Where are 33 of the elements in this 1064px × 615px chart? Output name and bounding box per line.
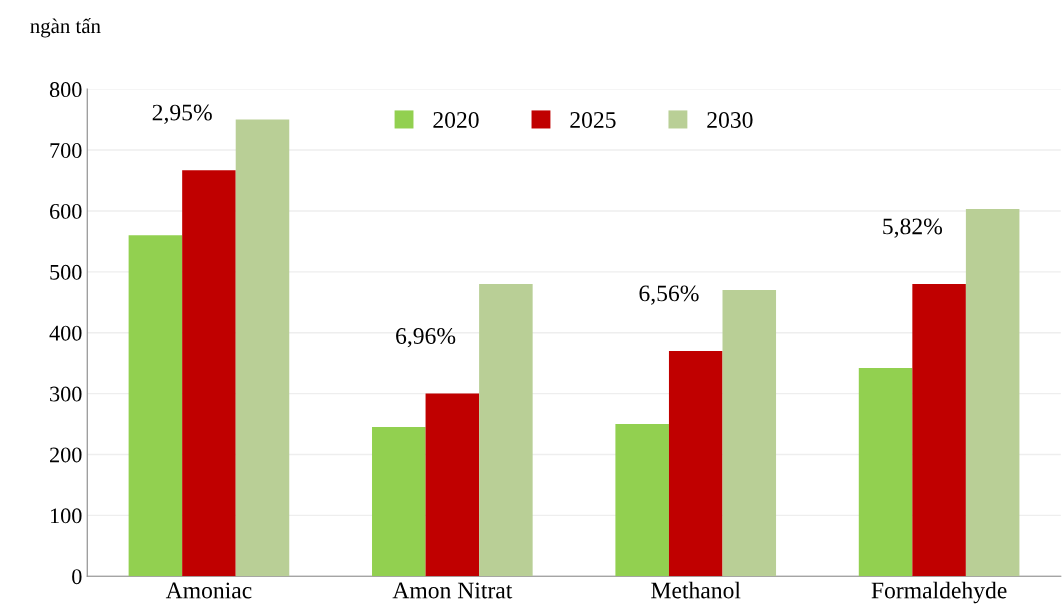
- y-tick-label: 300: [50, 386, 82, 402]
- annotation: 6,56%: [639, 285, 699, 305]
- legend-label: 2030: [707, 111, 753, 128]
- bar: [372, 427, 426, 577]
- y-tick-label: 800: [49, 82, 82, 98]
- bar: [182, 170, 236, 577]
- y-tick-label: 600: [50, 203, 82, 219]
- x-tick-label: Formaldehyde: [871, 581, 1007, 604]
- annotation: 5,82%: [883, 218, 943, 238]
- bar: [668, 350, 723, 577]
- x-tick-label: Amoniac: [165, 582, 252, 599]
- x-tick-label: Methanol: [651, 581, 741, 599]
- y-axis-title: ngàn tấn: [30, 17, 101, 38]
- bar: [858, 368, 913, 577]
- bar: [479, 284, 533, 577]
- bar: [722, 290, 777, 577]
- y-tick-label: 700: [50, 142, 82, 158]
- annotation: 2,95%: [152, 104, 212, 124]
- bar: [425, 393, 480, 577]
- x-tick-label: Amon Nitrat: [392, 582, 513, 599]
- y-tick-label: 100: [51, 508, 82, 524]
- legend-label: 2025: [570, 111, 616, 128]
- y-tick-label: 0: [72, 569, 82, 585]
- bar: [235, 119, 290, 577]
- y-tick-label: 400: [49, 325, 82, 341]
- y-tick-label: 500: [50, 264, 82, 280]
- y-tick-label: 200: [50, 447, 82, 463]
- bar: [128, 235, 183, 577]
- bar: [615, 424, 669, 577]
- bar: [965, 209, 1020, 577]
- legend-label: 2020: [433, 111, 479, 128]
- bar: [912, 284, 966, 577]
- annotation: 6,96%: [396, 328, 456, 348]
